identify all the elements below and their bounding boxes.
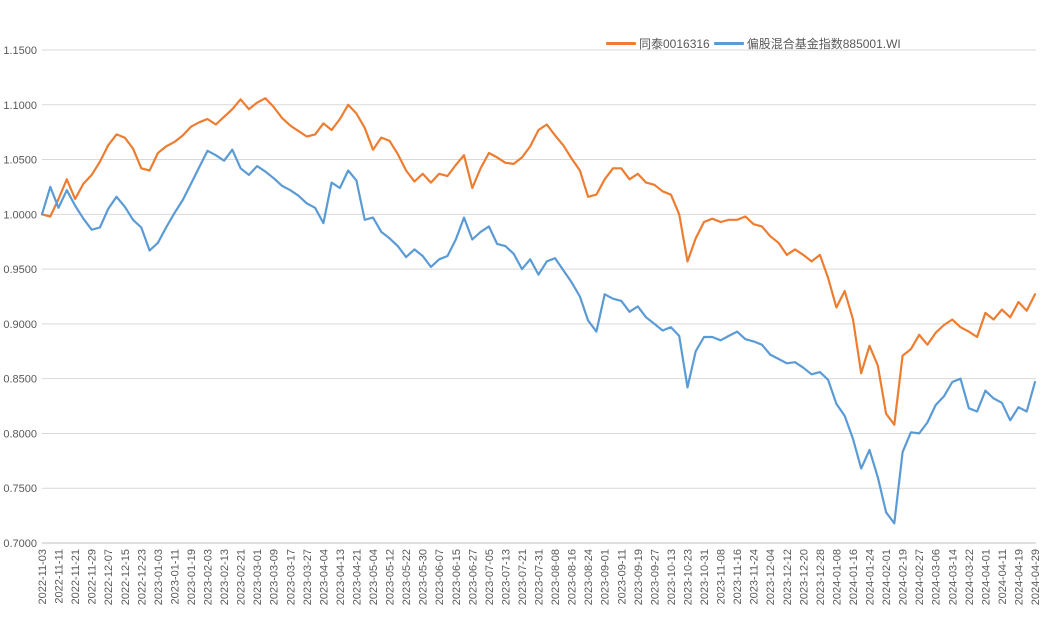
x-tick-label: 2024-03-14: [947, 549, 959, 605]
legend-label-series-0: 同泰0016316: [639, 37, 710, 51]
y-tick-label: 1.1500: [3, 45, 37, 57]
x-tick-label: 2024-04-19: [1014, 549, 1026, 605]
y-tick-label: 0.7500: [3, 483, 37, 495]
x-tick-label: 2023-06-27: [467, 549, 479, 605]
legend-label-series-1: 偏股混合基金指数885001.WI: [746, 37, 901, 51]
x-tick-label: 2024-01-08: [831, 549, 843, 605]
x-tick-label: 2023-03-09: [269, 549, 281, 605]
x-tick-label: 2024-02-19: [898, 549, 910, 605]
x-tick-label: 2023-04-21: [351, 549, 363, 605]
x-tick-label: 2023-09-11: [616, 549, 628, 604]
x-tick-label: 2023-02-03: [203, 549, 215, 605]
x-tick-label: 2023-08-16: [567, 549, 579, 605]
y-tick-label: 1.1000: [3, 100, 37, 112]
x-tick-label: 2024-03-22: [964, 549, 976, 605]
x-tick-label: 2023-05-30: [418, 549, 430, 605]
x-tick-label: 2023-03-17: [285, 549, 297, 605]
x-tick-label: 2023-03-27: [302, 549, 314, 605]
y-tick-label: 0.8000: [3, 428, 37, 440]
series-line-0: [40, 97, 1037, 426]
x-tick-label: 2023-01-03: [153, 549, 165, 605]
series-line-1: [40, 148, 1037, 525]
x-tick-label: 2022-11-21: [70, 549, 82, 604]
x-tick-label: 2023-09-19: [633, 549, 645, 605]
x-tick-label: 2023-11-16: [732, 549, 744, 604]
x-tick-label: 2022-11-11: [54, 549, 66, 604]
x-tick-label: 2023-12-20: [798, 549, 810, 605]
x-tick-label: 2023-11-08: [716, 549, 728, 604]
y-tick-label: 0.9000: [3, 319, 37, 331]
x-tick-label: 2024-03-06: [931, 549, 943, 605]
y-tick-label: 0.7000: [3, 538, 37, 550]
x-tick-label: 2023-08-24: [583, 549, 595, 605]
x-tick-label: 2023-01-11: [169, 549, 181, 604]
x-tick-label: 2022-12-23: [136, 549, 148, 605]
x-tick-label: 2024-01-24: [865, 549, 877, 605]
x-tick-label: 2022-11-29: [87, 549, 99, 604]
x-tick-label: 2023-07-05: [484, 549, 496, 605]
x-tick-label: 2023-08-08: [550, 549, 562, 605]
x-tick-label: 2022-12-07: [103, 549, 115, 605]
x-tick-label: 2022-12-15: [120, 549, 132, 605]
legend-line-swatch-orange: [606, 42, 636, 45]
x-tick-label: 2023-10-13: [666, 549, 678, 605]
x-tick-label: 2023-12-12: [782, 549, 794, 605]
x-tick-label: 2023-09-27: [649, 549, 661, 605]
legend-item-series-1: 偏股混合基金指数885001.WI: [713, 35, 901, 52]
x-tick-label: 2023-07-13: [500, 549, 512, 605]
x-tick-label: 2023-02-13: [219, 549, 231, 605]
x-tick-label: 2023-12-04: [765, 549, 777, 605]
x-tick-label: 2023-11-24: [749, 549, 761, 604]
legend-item-series-0: 同泰0016316: [606, 35, 710, 52]
x-tick-label: 2023-12-28: [815, 549, 827, 605]
x-tick-label: 2023-10-23: [683, 549, 695, 605]
x-tick-label: 2023-06-07: [434, 549, 446, 605]
legend-line-swatch-blue: [713, 42, 744, 45]
x-tick-label: 2023-05-04: [368, 549, 380, 605]
x-tick-label: 2024-04-11: [997, 549, 1009, 604]
x-tick-label: 2023-02-21: [236, 549, 248, 605]
x-tick-label: 2023-01-19: [186, 549, 198, 605]
x-tick-label: 2024-04-29: [1030, 549, 1042, 605]
x-tick-label: 2023-06-15: [451, 549, 463, 605]
x-tick-label: 2024-02-27: [914, 549, 926, 605]
y-tick-label: 1.0500: [3, 155, 37, 167]
x-tick-label: 2023-10-31: [699, 549, 711, 605]
x-tick-label: 2023-03-01: [252, 549, 264, 605]
x-tick-label: 2023-04-04: [318, 549, 330, 605]
y-tick-label: 0.9500: [3, 264, 37, 276]
x-tick-label: 2023-07-31: [534, 549, 546, 605]
x-tick-label: 2023-09-01: [600, 549, 612, 605]
x-tick-label: 2023-04-13: [335, 549, 347, 605]
chart-legend: 同泰0016316 偏股混合基金指数885001.WI: [606, 35, 905, 52]
x-tick-label: 2023-05-12: [385, 549, 397, 605]
x-tick-label: 2024-04-01: [980, 549, 992, 605]
y-tick-label: 1.0000: [3, 209, 37, 221]
y-tick-label: 0.8500: [3, 374, 37, 386]
x-tick-label: 2024-01-16: [848, 549, 860, 605]
x-tick-label: 2023-07-21: [517, 549, 529, 605]
x-tick-label: 2022-11-03: [37, 549, 49, 604]
x-tick-label: 2024-02-01: [881, 549, 893, 605]
x-tick-label: 2023-05-22: [401, 549, 413, 605]
